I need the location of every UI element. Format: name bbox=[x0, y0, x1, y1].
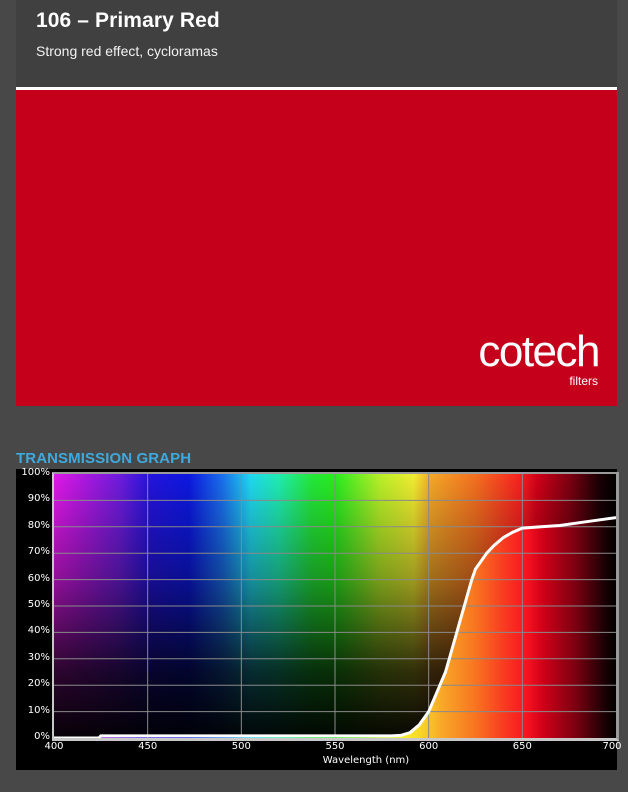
y-tick-label: 50% bbox=[27, 599, 50, 610]
y-tick-label: 70% bbox=[27, 546, 50, 558]
y-tick-label: 90% bbox=[27, 493, 50, 505]
transmission-chart: 0% 10% 20% 30% 40% 50% 60% 70% 80% 90% 100% 400 450… bbox=[16, 467, 622, 770]
filter-description: Strong red effect, cycloramas bbox=[36, 43, 218, 59]
y-tick-label: 60% bbox=[27, 572, 50, 584]
x-tick-label: 550 bbox=[325, 741, 345, 752]
y-tick-label: 80% bbox=[27, 519, 50, 531]
y-tick-label: 10% bbox=[27, 704, 50, 716]
x-axis-title: Wavelength (nm) bbox=[322, 755, 410, 766]
x-tick-label: 450 bbox=[138, 741, 158, 752]
filter-title: 106 – Primary Red bbox=[36, 9, 220, 32]
section-title: TRANSMISSION GRAPH bbox=[16, 450, 192, 467]
x-tick-label: 500 bbox=[231, 741, 251, 752]
y-tick-label: 100% bbox=[21, 467, 50, 478]
y-tick-label: 0% bbox=[34, 731, 50, 742]
y-tick-label: 40% bbox=[27, 625, 50, 637]
cotech-logo: cotech bbox=[478, 327, 600, 376]
x-tick-label: 600 bbox=[419, 741, 439, 752]
y-tick-label: 30% bbox=[27, 651, 50, 663]
plot-area bbox=[52, 472, 619, 741]
grid-and-curve bbox=[54, 474, 616, 738]
divider bbox=[16, 87, 617, 90]
transmission-curve bbox=[54, 516, 616, 738]
filter-header: 106 – Primary Red Strong red effect, cyc… bbox=[16, 0, 617, 87]
x-tick-label: 700 bbox=[602, 741, 622, 752]
x-tick-label: 400 bbox=[44, 741, 64, 752]
y-tick-label: 20% bbox=[27, 678, 50, 690]
logo-tagline: filters bbox=[569, 374, 598, 388]
x-tick-label: 650 bbox=[512, 741, 532, 752]
color-swatch: cotech filters bbox=[16, 90, 617, 406]
